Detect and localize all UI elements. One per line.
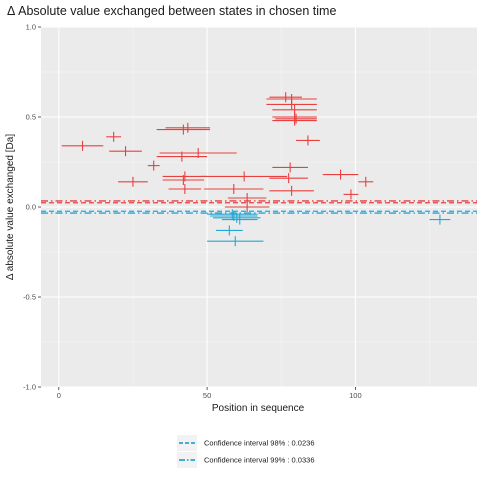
x-tick-label: 100: [349, 391, 362, 400]
grid: [41, 26, 477, 388]
y-tick-label: -0.5: [23, 293, 36, 302]
legend-label: Confidence interval 98% : 0.0236: [204, 439, 315, 448]
x-tick-label: 0: [57, 391, 61, 400]
x-axis-title: Position in sequence: [212, 403, 305, 414]
y-axis-title: Δ absolute value exchanged [Da]: [5, 134, 16, 280]
reference-lines: [41, 200, 477, 214]
axis-ticks: 0 50 100 -1.0 -0.5 0.0 0.5 1.0: [23, 23, 362, 400]
legend-box: [172, 432, 342, 472]
y-tick-label: 0.0: [26, 203, 36, 212]
x-tick-label: 50: [203, 391, 211, 400]
legend: Confidence interval 98% : 0.0236 Confiden…: [172, 432, 342, 472]
chart-title: Δ Absolute value exchanged between state…: [7, 4, 336, 18]
y-tick-label: 0.5: [26, 113, 36, 122]
y-tick-label: -1.0: [23, 383, 36, 392]
y-tick-label: 1.0: [26, 23, 36, 32]
data-marks: [61, 92, 451, 247]
legend-label: Confidence interval 99% : 0.0336: [204, 456, 315, 465]
